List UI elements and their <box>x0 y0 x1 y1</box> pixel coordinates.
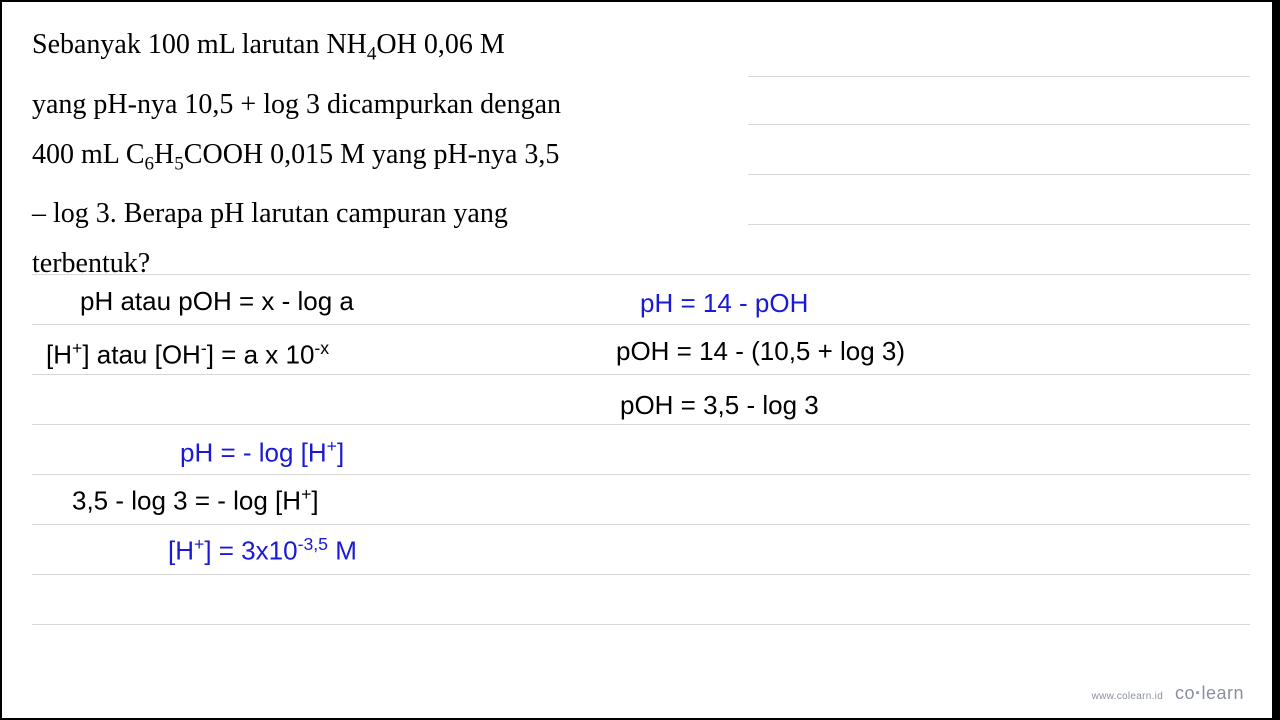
work-left-1: pH atau pOH = x - log a <box>80 286 354 317</box>
watermark-brand: co·learn <box>1175 683 1244 703</box>
watermark: www.colearn.id co·learn <box>1092 683 1244 704</box>
work-left-4: 3,5 - log 3 = - log [H+] <box>72 484 319 517</box>
work-right-3: pOH = 3,5 - log 3 <box>620 390 819 421</box>
question-line-2: yang pH-nya 10,5 + log 3 dicampurkan den… <box>32 89 561 120</box>
question-line-5: terbentuk? <box>32 248 150 279</box>
question-line-4: – log 3. Berapa pH larutan campuran yang <box>32 198 508 229</box>
work-left-5: [H+] = 3x10-3,5 M <box>168 534 357 567</box>
question-line-1: Sebanyak 100 mL larutan NH4OH 0,06 M <box>32 29 505 60</box>
work-right-1: pH = 14 - pOH <box>640 288 808 319</box>
question-line-3: 400 mL C6H5COOH 0,015 M yang pH-nya 3,5 <box>32 139 559 170</box>
work-left-2: [H+] atau [OH-] = a x 10-x <box>46 338 329 371</box>
work-left-3: pH = - log [H+] <box>180 436 344 469</box>
watermark-url: www.colearn.id <box>1092 691 1163 702</box>
question-text: Sebanyak 100 mL larutan NH4OH 0,06 M yan… <box>32 20 732 289</box>
work-right-2: pOH = 14 - (10,5 + log 3) <box>616 336 905 367</box>
